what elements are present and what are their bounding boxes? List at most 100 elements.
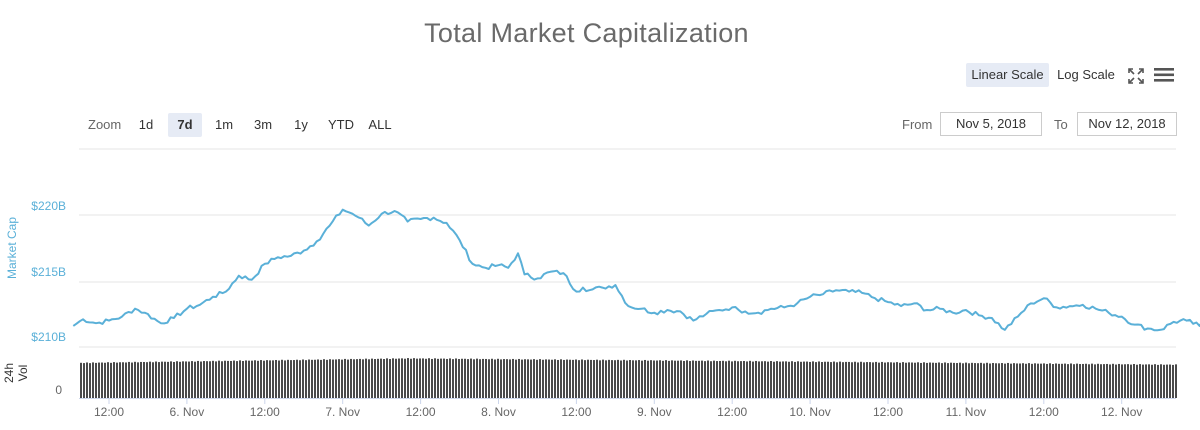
- x-tick-label: 12:00: [717, 405, 747, 419]
- volume-bar: [839, 361, 841, 398]
- volume-bar: [983, 363, 985, 398]
- volume-bar: [557, 359, 559, 398]
- volume-bar: [731, 361, 733, 398]
- volume-bar: [236, 361, 238, 398]
- x-tick-label: 12:00: [406, 405, 436, 419]
- volume-bar: [755, 360, 757, 398]
- zoom-1d-button[interactable]: 1d: [138, 117, 154, 132]
- volume-bar: [110, 362, 112, 398]
- volume-bars: [80, 358, 1177, 398]
- volume-bar: [428, 358, 430, 398]
- volume-bar: [896, 362, 898, 398]
- volume-bar: [704, 361, 706, 398]
- volume-bar: [1100, 364, 1102, 398]
- volume-bar: [95, 362, 97, 398]
- volume-bar: [809, 361, 811, 398]
- volume-bar: [893, 362, 895, 398]
- volume-bar: [788, 361, 790, 398]
- volume-bar: [770, 361, 772, 398]
- volume-bar: [512, 358, 514, 398]
- volume-bar: [464, 358, 466, 398]
- volume-bar: [254, 360, 256, 398]
- zoom-ytd-button[interactable]: YTD: [328, 117, 354, 132]
- volume-bar: [500, 359, 502, 398]
- volume-bar: [1082, 363, 1084, 398]
- volume-bar: [548, 359, 550, 398]
- volume-bar: [977, 363, 979, 398]
- x-tick-label: 6. Nov: [170, 405, 205, 419]
- volume-bar: [503, 359, 505, 398]
- volume-bar: [221, 361, 223, 398]
- x-tick-label: 12:00: [1029, 405, 1059, 419]
- volume-bar: [857, 362, 859, 398]
- volume-bar: [563, 359, 565, 398]
- chart-title: Total Market Capitalization: [424, 18, 749, 48]
- volume-bar: [593, 360, 595, 398]
- volume-bar: [971, 362, 973, 398]
- zoom-7d-button[interactable]: 7d: [168, 113, 202, 137]
- volume-bar: [479, 359, 481, 398]
- volume-bar: [242, 360, 244, 398]
- volume-bar: [758, 361, 760, 398]
- zoom-all-button[interactable]: ALL: [368, 117, 392, 132]
- volume-bar: [170, 361, 172, 398]
- volume-bar: [119, 362, 121, 398]
- volume-bar: [416, 358, 418, 398]
- volume-bar: [575, 359, 577, 398]
- to-date-input[interactable]: Nov 12, 2018: [1077, 112, 1177, 136]
- volume-bar: [1052, 364, 1054, 398]
- volume-bar: [1007, 362, 1009, 398]
- volume-bar: [752, 361, 754, 398]
- volume-bar: [659, 360, 661, 398]
- volume-bar: [638, 360, 640, 398]
- volume-bar: [158, 362, 160, 398]
- volume-bar: [1115, 364, 1117, 398]
- log-scale-button[interactable]: Log Scale: [1057, 67, 1115, 82]
- volume-bar: [743, 360, 745, 398]
- volume-bar: [698, 360, 700, 398]
- volume-bar: [626, 360, 628, 398]
- from-date-input[interactable]: Nov 5, 2018: [940, 112, 1042, 136]
- volume-bar: [605, 360, 607, 398]
- volume-bar: [536, 359, 538, 398]
- volume-bar: [821, 361, 823, 398]
- volume-bar: [1004, 363, 1006, 398]
- volume-bar: [566, 359, 568, 398]
- volume-bar: [440, 358, 442, 398]
- volume-bar: [587, 359, 589, 398]
- volume-bar: [653, 360, 655, 398]
- volume-bar: [1118, 363, 1120, 398]
- volume-bar: [380, 358, 382, 398]
- volume-bar: [452, 359, 454, 398]
- volume-bar: [956, 363, 958, 398]
- volume-bar: [578, 360, 580, 398]
- volume-bar: [1148, 364, 1150, 398]
- zoom-1y-button[interactable]: 1y: [294, 117, 308, 132]
- volume-bar: [959, 362, 961, 398]
- volume-bar: [1109, 364, 1111, 398]
- volume-bar: [302, 359, 304, 398]
- volume-bar: [935, 362, 937, 398]
- market-cap-line: [72, 208, 1200, 332]
- volume-bar: [212, 360, 214, 398]
- volume-bar: [419, 358, 421, 398]
- volume-bar: [218, 360, 220, 398]
- volume-bar: [746, 361, 748, 398]
- zoom-1m-button[interactable]: 1m: [214, 117, 234, 132]
- zoom-3m-button[interactable]: 3m: [253, 117, 273, 132]
- volume-bar: [143, 361, 145, 398]
- hamburger-menu-icon[interactable]: [1153, 66, 1175, 84]
- volume-bar: [434, 358, 436, 398]
- volume-bar: [629, 360, 631, 398]
- volume-bar: [647, 360, 649, 398]
- volume-bar: [656, 360, 658, 398]
- linear-scale-button[interactable]: Linear Scale: [966, 63, 1049, 87]
- volume-bar: [449, 358, 451, 398]
- fullscreen-icon[interactable]: [1126, 66, 1146, 86]
- volume-bar: [632, 360, 634, 398]
- volume-bar: [1055, 363, 1057, 398]
- volume-bar: [542, 359, 544, 398]
- volume-bar: [644, 359, 646, 398]
- volume-bar: [929, 362, 931, 398]
- volume-bar: [188, 361, 190, 398]
